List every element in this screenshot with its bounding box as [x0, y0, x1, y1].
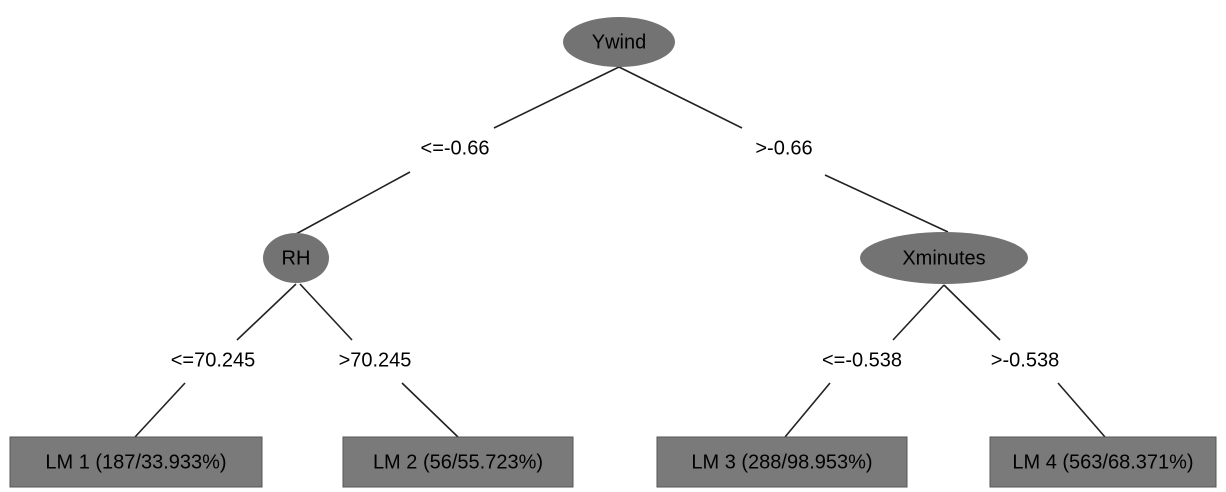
connector — [236, 283, 297, 341]
node-shape — [263, 233, 329, 283]
connector — [299, 283, 353, 341]
leaf-box — [9, 436, 263, 488]
connector — [401, 382, 459, 438]
leaf-label: LM 1 (187/33.933%) — [45, 451, 226, 473]
leaf-box — [989, 436, 1217, 488]
connector — [134, 382, 186, 438]
connector — [784, 382, 831, 438]
connector — [892, 284, 945, 341]
leaf-label: LM 3 (288/98.953%) — [691, 451, 872, 473]
connector — [943, 284, 1001, 341]
connector — [493, 66, 620, 129]
connector — [295, 171, 411, 235]
node-label: Ywind — [592, 31, 646, 53]
node-shape — [860, 232, 1028, 284]
leaf-box — [656, 436, 908, 488]
edge-label: >-0.66 — [755, 137, 812, 159]
connectors — [134, 66, 1106, 438]
edge-label: >70.245 — [339, 349, 412, 371]
edge-label: <=-0.538 — [822, 349, 902, 371]
connector — [824, 174, 949, 233]
leaf-box — [342, 436, 574, 488]
node-label: Xminutes — [902, 247, 985, 269]
connector — [1057, 382, 1106, 438]
edge-label: <=70.245 — [171, 349, 256, 371]
leaf-label: LM 4 (563/68.371%) — [1012, 451, 1193, 473]
edge-label: <=-0.66 — [421, 137, 490, 159]
node-shape — [563, 17, 675, 67]
leaf-label: LM 2 (56/55.723%) — [373, 451, 543, 473]
node-label: RH — [282, 247, 311, 269]
connector — [618, 66, 743, 129]
edge-label: >-0.538 — [991, 349, 1059, 371]
